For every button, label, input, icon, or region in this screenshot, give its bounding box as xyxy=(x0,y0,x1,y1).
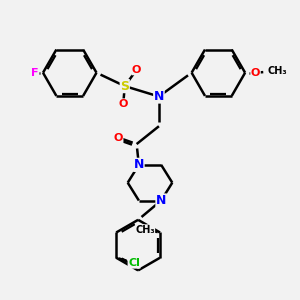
Text: F: F xyxy=(31,68,38,78)
Text: O: O xyxy=(118,99,128,109)
Text: N: N xyxy=(154,90,164,103)
Text: O: O xyxy=(251,68,260,78)
Text: CH₃: CH₃ xyxy=(268,66,288,76)
Text: O: O xyxy=(132,65,141,75)
Text: N: N xyxy=(156,194,166,207)
Text: CH₃: CH₃ xyxy=(135,224,155,235)
Text: S: S xyxy=(120,80,129,93)
Text: Cl: Cl xyxy=(128,258,140,268)
Text: O: O xyxy=(113,133,123,142)
Text: N: N xyxy=(134,158,144,171)
